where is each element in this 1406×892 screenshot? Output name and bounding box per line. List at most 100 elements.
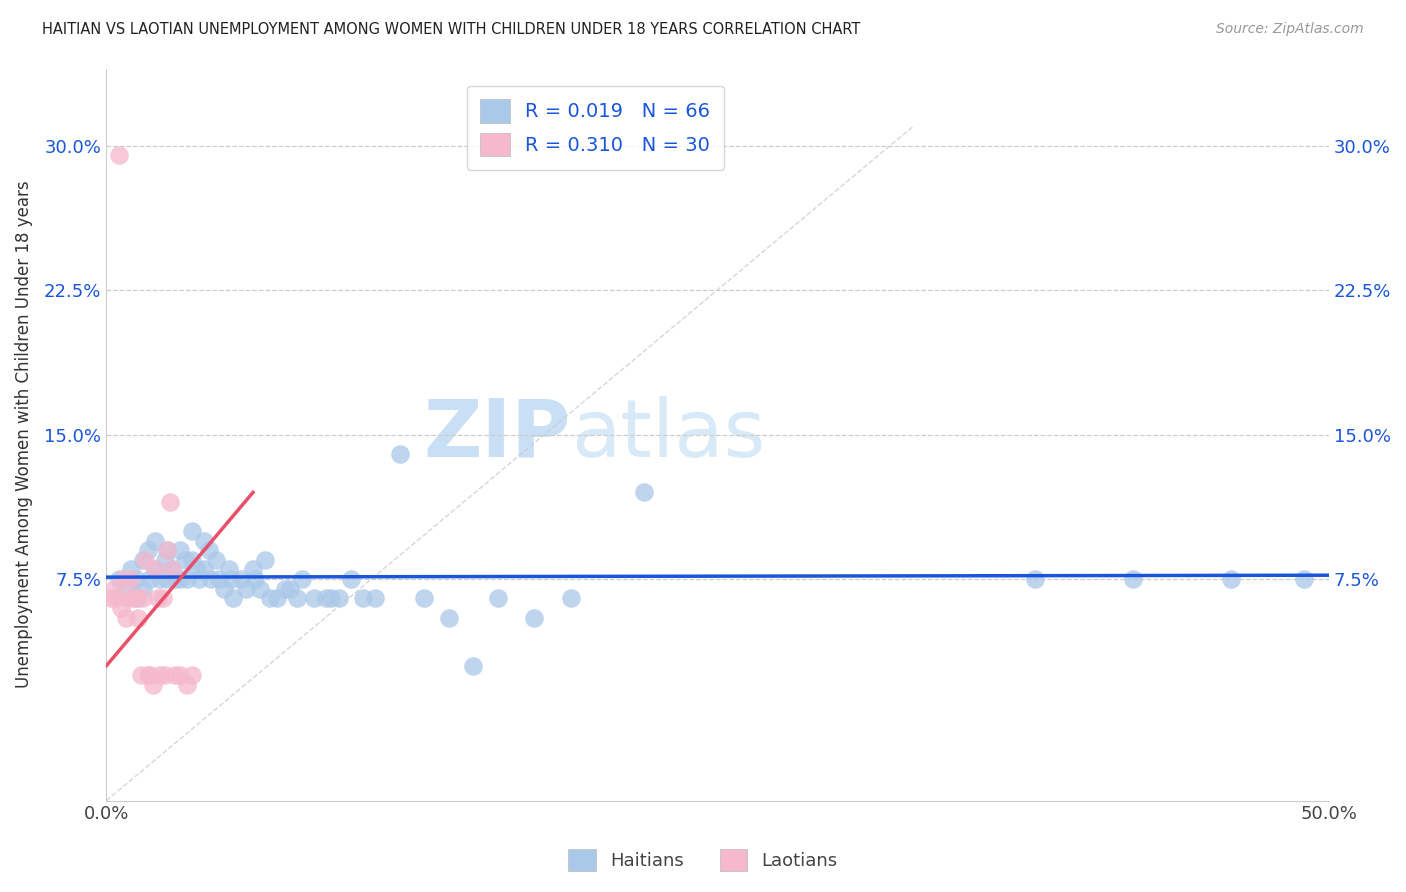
Point — [461, 658, 484, 673]
Point — [105, 591, 128, 606]
Point — [156, 543, 179, 558]
Point — [364, 591, 387, 606]
Point — [127, 610, 149, 624]
Point — [112, 572, 135, 586]
Point — [176, 572, 198, 586]
Point — [1220, 572, 1243, 586]
Point — [132, 553, 155, 567]
Point — [242, 562, 264, 576]
Point — [328, 591, 350, 606]
Point — [523, 610, 546, 624]
Point — [107, 572, 129, 586]
Point — [266, 591, 288, 606]
Point — [176, 678, 198, 692]
Point — [180, 553, 202, 567]
Point — [193, 533, 215, 548]
Point — [162, 562, 184, 576]
Point — [136, 543, 159, 558]
Point — [193, 562, 215, 576]
Point — [163, 668, 186, 682]
Point — [278, 582, 301, 596]
Point — [134, 553, 156, 567]
Legend: Haitians, Laotians: Haitians, Laotians — [561, 842, 845, 879]
Point — [115, 582, 138, 596]
Point — [156, 572, 179, 586]
Point — [103, 582, 125, 596]
Point — [229, 572, 252, 586]
Point — [1024, 572, 1046, 586]
Point — [125, 572, 148, 586]
Text: Source: ZipAtlas.com: Source: ZipAtlas.com — [1216, 22, 1364, 37]
Point — [122, 591, 145, 606]
Point — [1294, 572, 1316, 586]
Point — [186, 562, 208, 576]
Point — [139, 572, 162, 586]
Point — [633, 485, 655, 500]
Point — [249, 582, 271, 596]
Point — [153, 668, 176, 682]
Point — [107, 148, 129, 162]
Point — [212, 582, 235, 596]
Point — [156, 543, 179, 558]
Point — [259, 591, 281, 606]
Legend: R = 0.019   N = 66, R = 0.310   N = 30: R = 0.019 N = 66, R = 0.310 N = 30 — [467, 86, 724, 170]
Point — [143, 533, 166, 548]
Point — [219, 572, 242, 586]
Point — [340, 572, 363, 586]
Point — [149, 668, 172, 682]
Point — [388, 447, 411, 461]
Point — [560, 591, 582, 606]
Point — [152, 591, 174, 606]
Point — [143, 562, 166, 576]
Text: ZIP: ZIP — [423, 395, 571, 474]
Point — [100, 591, 122, 606]
Point — [169, 668, 191, 682]
Point — [198, 543, 221, 558]
Point — [159, 495, 181, 509]
Point — [127, 591, 149, 606]
Point — [285, 591, 308, 606]
Point — [173, 553, 195, 567]
Point — [222, 591, 245, 606]
Point — [163, 572, 186, 586]
Point — [208, 572, 231, 586]
Point — [274, 582, 297, 596]
Point — [302, 591, 325, 606]
Point — [125, 591, 148, 606]
Point — [115, 610, 138, 624]
Point — [486, 591, 509, 606]
Point — [139, 668, 162, 682]
Point — [120, 572, 142, 586]
Point — [169, 572, 191, 586]
Point — [352, 591, 374, 606]
Point — [120, 562, 142, 576]
Point — [143, 562, 166, 576]
Point — [437, 610, 460, 624]
Y-axis label: Unemployment Among Women with Children Under 18 years: Unemployment Among Women with Children U… — [15, 181, 32, 689]
Point — [180, 524, 202, 538]
Point — [153, 553, 176, 567]
Point — [146, 591, 169, 606]
Point — [321, 591, 343, 606]
Point — [149, 572, 172, 586]
Point — [136, 668, 159, 682]
Point — [162, 562, 184, 576]
Point — [291, 572, 314, 586]
Point — [254, 553, 277, 567]
Point — [110, 601, 132, 615]
Point — [169, 543, 191, 558]
Point — [132, 591, 155, 606]
Text: atlas: atlas — [571, 395, 765, 474]
Point — [200, 572, 222, 586]
Point — [235, 582, 257, 596]
Point — [1122, 572, 1144, 586]
Point — [205, 553, 228, 567]
Point — [129, 668, 152, 682]
Point — [180, 668, 202, 682]
Point — [315, 591, 337, 606]
Point — [188, 572, 211, 586]
Point — [218, 562, 240, 576]
Point — [413, 591, 436, 606]
Text: HAITIAN VS LAOTIAN UNEMPLOYMENT AMONG WOMEN WITH CHILDREN UNDER 18 YEARS CORRELA: HAITIAN VS LAOTIAN UNEMPLOYMENT AMONG WO… — [42, 22, 860, 37]
Point — [117, 591, 139, 606]
